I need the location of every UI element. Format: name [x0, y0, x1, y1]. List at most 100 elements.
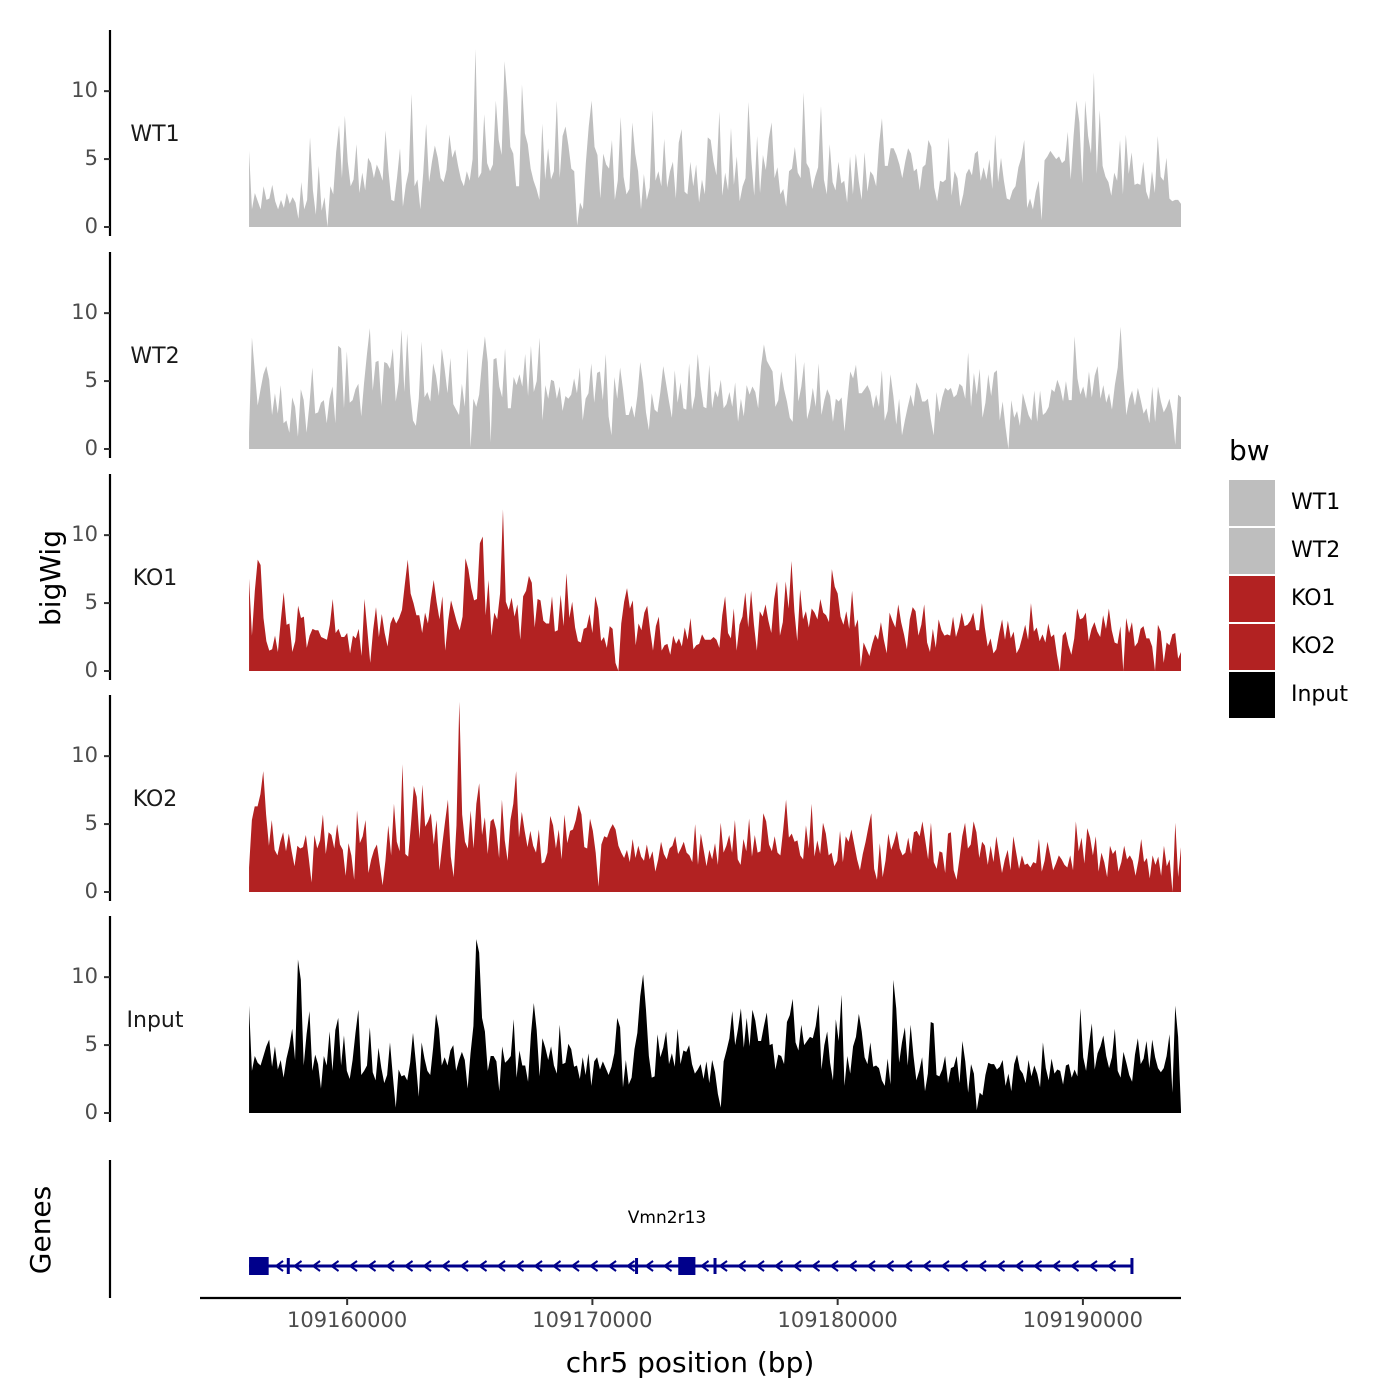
- strand-arrow: [884, 1260, 895, 1272]
- legend-title: bw: [1229, 434, 1270, 467]
- strand-arrow: [329, 1260, 340, 1272]
- strand-arrow: [977, 1260, 987, 1272]
- strand-arrow: [570, 1260, 580, 1272]
- strand-arrow: [773, 1260, 784, 1272]
- signal-area-ko1: [249, 509, 1182, 671]
- strand-arrow: [1032, 1260, 1043, 1272]
- strand-arrow: [440, 1260, 451, 1272]
- signal-tracks: 0 5 10 WT1 0 5 10 WT2 0 5 10 KO1 0 5 10 KO2 0 5 10 Input: [71, 30, 1182, 1124]
- x-axis-title: chr5 position (bp): [566, 1346, 815, 1379]
- y-tick-label: 5: [85, 368, 98, 392]
- strand-arrow: [903, 1260, 913, 1272]
- y-tick-label: 10: [71, 964, 98, 988]
- y-tick-label: 10: [71, 78, 98, 102]
- signal-area-wt1: [249, 49, 1182, 227]
- legend-swatch-input: [1229, 672, 1275, 718]
- strand-arrow: [847, 1260, 858, 1272]
- strand-arrow: [1106, 1260, 1117, 1272]
- strand-arrow: [607, 1260, 617, 1272]
- legend-label-ko2: KO2: [1291, 634, 1336, 659]
- track-label-wt1: WT1: [130, 122, 179, 147]
- strand-arrow: [1014, 1260, 1024, 1272]
- y-tick-label: 0: [85, 1100, 98, 1124]
- track-wt1: 0 5 10 WT1: [71, 30, 1182, 238]
- track-label-wt2: WT2: [130, 344, 179, 369]
- strand-arrow: [755, 1260, 765, 1272]
- strand-arrow: [514, 1260, 525, 1272]
- strand-arrow: [422, 1260, 432, 1272]
- strand-arrow: [921, 1260, 932, 1272]
- strand-arrow: [1088, 1260, 1098, 1272]
- y-tick-label: 5: [85, 146, 98, 170]
- y-tick-label: 0: [85, 436, 98, 460]
- gene-exon: [678, 1257, 696, 1275]
- strand-arrow: [662, 1260, 673, 1272]
- track-label-ko1: KO1: [133, 566, 178, 591]
- legend-swatch-wt2: [1229, 528, 1275, 574]
- x-axis: 109160000 109170000 109180000 109190000: [200, 1296, 1181, 1332]
- legend-label-ko1: KO1: [1291, 586, 1336, 611]
- strand-arrow: [477, 1260, 488, 1272]
- strand-arrow: [958, 1260, 969, 1272]
- y-tick-label: 10: [71, 300, 98, 324]
- strand-arrow: [385, 1260, 395, 1272]
- genes-track: Vmn2r13: [108, 1160, 1134, 1298]
- legend: bw WT1 WT2 KO1 KO2 Input: [1229, 434, 1348, 718]
- strand-arrow: [403, 1260, 414, 1272]
- strand-arrow: [311, 1260, 321, 1272]
- strand-arrow: [644, 1260, 654, 1272]
- y-axis-title: bigWig: [34, 530, 67, 626]
- track-ko1: 0 5 10 KO1: [71, 474, 1182, 682]
- track-label-ko2: KO2: [133, 787, 178, 812]
- y-tick-label: 5: [85, 1032, 98, 1056]
- legend-label-wt2: WT2: [1291, 538, 1340, 563]
- signal-area-ko2: [249, 701, 1182, 892]
- genes-axis-title: Genes: [24, 1186, 57, 1274]
- strand-arrow: [588, 1260, 599, 1272]
- strand-arrow: [810, 1260, 821, 1272]
- strand-arrow: [551, 1260, 562, 1272]
- y-tick-label: 5: [85, 811, 98, 835]
- x-tick-label: 109160000: [287, 1308, 407, 1332]
- strand-arrow: [348, 1260, 358, 1272]
- signal-area-input: [249, 939, 1182, 1113]
- legend-swatch-ko1: [1229, 576, 1275, 622]
- track-wt2: 0 5 10 WT2: [71, 252, 1182, 460]
- track-label-input: Input: [127, 1008, 184, 1033]
- x-tick-label: 109180000: [778, 1308, 898, 1332]
- strand-arrow: [736, 1260, 747, 1272]
- y-tick-label: 10: [71, 743, 98, 767]
- gene-name-label: Vmn2r13: [628, 1208, 706, 1228]
- strand-arrow: [995, 1260, 1006, 1272]
- strand-arrow: [625, 1260, 636, 1272]
- strand-arrow: [1051, 1260, 1061, 1272]
- legend-label-wt1: WT1: [1291, 490, 1340, 515]
- strand-arrow: [829, 1260, 839, 1272]
- strand-arrow: [1069, 1260, 1080, 1272]
- strand-arrow: [940, 1260, 950, 1272]
- y-tick-label: 10: [71, 522, 98, 546]
- track-input: 0 5 10 Input: [71, 916, 1182, 1124]
- signal-area-wt2: [249, 326, 1182, 449]
- y-tick-label: 0: [85, 214, 98, 238]
- strand-arrow: [274, 1260, 284, 1272]
- strand-arrow: [866, 1260, 876, 1272]
- legend-swatch-wt1: [1229, 480, 1275, 526]
- y-tick-label: 0: [85, 879, 98, 903]
- strand-arrow: [792, 1260, 802, 1272]
- strand-arrow: [533, 1260, 543, 1272]
- legend-label-input: Input: [1291, 682, 1348, 707]
- strand-arrow: [718, 1260, 728, 1272]
- strand-arrow: [459, 1260, 469, 1272]
- y-tick-label: 0: [85, 658, 98, 682]
- gene-vmn2r13: Vmn2r13: [249, 1208, 1134, 1275]
- x-tick-label: 109190000: [1023, 1308, 1143, 1332]
- legend-swatch-ko2: [1229, 624, 1275, 670]
- x-tick-label: 109170000: [532, 1308, 652, 1332]
- y-tick-label: 5: [85, 590, 98, 614]
- strand-arrow: [699, 1260, 710, 1272]
- strand-arrow: [496, 1260, 506, 1272]
- strand-arrow: [292, 1260, 303, 1272]
- track-ko2: 0 5 10 KO2: [71, 695, 1182, 903]
